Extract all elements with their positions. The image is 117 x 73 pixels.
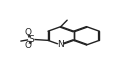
Text: O: O bbox=[25, 41, 32, 50]
Circle shape bbox=[58, 43, 63, 47]
Circle shape bbox=[26, 44, 31, 47]
Circle shape bbox=[29, 38, 34, 41]
Circle shape bbox=[26, 31, 31, 34]
Text: O: O bbox=[25, 28, 32, 37]
Text: S: S bbox=[28, 35, 34, 44]
Text: N: N bbox=[57, 40, 64, 49]
